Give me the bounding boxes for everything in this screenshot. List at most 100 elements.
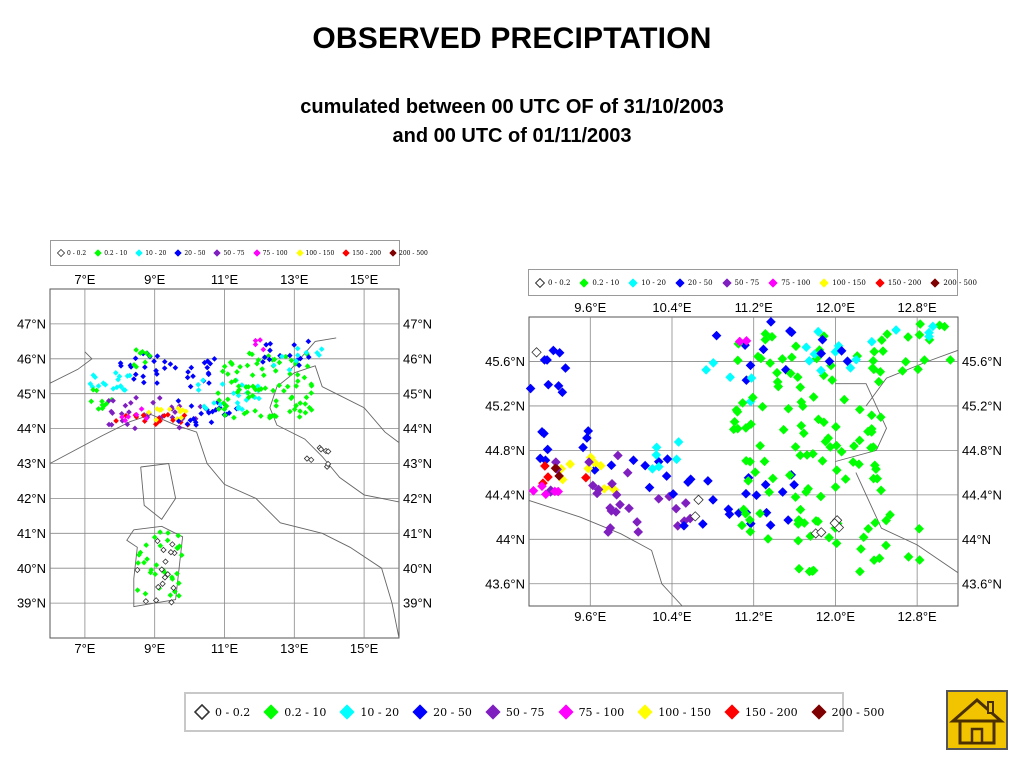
zoom-station-marker <box>578 442 588 453</box>
zoom-station-marker <box>816 365 826 376</box>
zoom-station-marker <box>913 364 923 375</box>
overview-station-marker <box>276 359 283 366</box>
diamond-marker-icon <box>194 704 210 720</box>
overview-station-marker <box>141 559 147 566</box>
zoom-station-marker <box>811 516 821 526</box>
overview-station-marker <box>303 394 310 401</box>
zoom-station-marker <box>855 566 865 577</box>
diamond-marker-icon <box>339 704 356 720</box>
overview-station-marker <box>272 368 279 374</box>
overview-station-marker <box>138 406 145 412</box>
overview-station-marker <box>252 408 258 414</box>
zoom-station-marker <box>622 467 633 478</box>
overview-station-marker <box>294 371 301 378</box>
zoom-station-marker <box>732 355 743 366</box>
overview-station-marker <box>122 387 128 393</box>
zoom-station-marker <box>777 487 788 497</box>
legend-label: 10 - 20 <box>641 278 666 287</box>
zoom-station-marker <box>829 517 840 529</box>
diamond-marker-icon <box>535 277 545 288</box>
zoom-station-marker <box>628 455 639 466</box>
overview-station-marker <box>134 587 141 594</box>
legend-item: 100 - 150 <box>637 704 711 720</box>
zoom-station-marker <box>903 332 913 342</box>
overview-station-marker <box>266 356 273 363</box>
overview-station-marker <box>235 405 241 412</box>
zoom-station-marker <box>808 565 819 576</box>
zoom-station-marker <box>854 435 865 446</box>
overview-station-marker <box>184 374 191 381</box>
overview-station-marker <box>232 377 239 384</box>
overview-station-marker <box>143 415 150 422</box>
home-button[interactable] <box>946 690 1008 750</box>
overview-station-marker <box>306 404 313 411</box>
zoom-station-marker <box>830 482 841 492</box>
overview-station-marker <box>288 357 295 364</box>
legend-item: 200 - 500 <box>930 277 977 288</box>
overview-station-marker <box>152 421 159 428</box>
zoom-station-marker <box>870 517 881 528</box>
overview-station-marker <box>161 574 169 581</box>
overview-station-marker <box>305 338 312 345</box>
zoom-station-marker <box>745 360 756 371</box>
zoom-station-marker <box>737 520 747 531</box>
overview-station-marker <box>151 534 158 541</box>
overview-lon-label-top: 7°E <box>74 272 95 287</box>
zoom-station-marker <box>784 470 795 481</box>
zoom-station-marker <box>605 503 616 513</box>
overview-station-marker <box>132 371 139 378</box>
zoom-station-marker <box>542 355 552 365</box>
overview-station-marker <box>153 562 160 568</box>
zoom-station-marker <box>831 538 842 549</box>
overview-station-marker <box>99 405 106 412</box>
overview-station-marker <box>301 374 308 381</box>
house-icon <box>949 698 1005 745</box>
zoom-lat-label-left: 45.6°N <box>485 354 525 369</box>
zoom-station-marker <box>760 334 771 345</box>
legend-label: 20 - 50 <box>433 705 472 719</box>
zoom-station-marker <box>845 362 856 373</box>
overview-station-marker <box>145 409 152 416</box>
zoom-station-marker <box>543 379 554 390</box>
overview-station-marker <box>325 448 332 455</box>
overview-station-marker <box>154 406 161 412</box>
overview-station-marker <box>224 396 231 403</box>
zoom-station-marker <box>651 450 662 460</box>
overview-lon-label-top: 15°E <box>350 272 379 287</box>
overview-lat-label-left: 45°N <box>17 386 46 401</box>
overview-station-marker <box>154 353 161 360</box>
overview-station-marker <box>99 402 106 408</box>
overview-lat-label-left: 40°N <box>17 561 46 576</box>
overview-station-marker <box>294 345 301 352</box>
legend-item: 50 - 75 <box>721 277 759 288</box>
zoom-lon-label-top: 11.2°E <box>735 300 774 315</box>
zoom-coastline <box>855 472 959 574</box>
zoom-station-marker <box>708 357 719 368</box>
overview-station-marker <box>168 599 175 606</box>
overview-station-marker <box>158 406 165 413</box>
overview-station-marker <box>140 379 147 386</box>
zoom-station-marker <box>915 319 926 329</box>
zoom-lon-label-top: 12.0°E <box>816 300 856 315</box>
zoom-station-marker <box>662 454 673 464</box>
overview-station-marker <box>184 421 191 427</box>
zoom-station-marker <box>903 552 914 562</box>
zoom-station-marker <box>766 316 776 327</box>
overview-lat-label-right: 47°N <box>403 316 432 331</box>
overview-lon-label-bottom: 7°E <box>74 641 95 656</box>
overview-station-marker <box>262 385 269 392</box>
overview-station-marker <box>302 409 309 416</box>
zoom-station-marker <box>831 440 842 451</box>
zoom-station-marker <box>624 503 634 514</box>
overview-station-marker <box>241 410 248 417</box>
zoom-station-marker <box>747 392 758 403</box>
overview-station-marker <box>113 418 119 424</box>
zoom-station-marker <box>661 471 672 481</box>
overview-station-marker <box>276 382 283 389</box>
legend-item: 150 - 200 <box>342 249 381 257</box>
overview-station-marker <box>297 408 303 415</box>
overview-station-marker <box>140 373 147 380</box>
legend-item: 100 - 150 <box>295 249 334 257</box>
overview-station-marker <box>142 590 149 597</box>
